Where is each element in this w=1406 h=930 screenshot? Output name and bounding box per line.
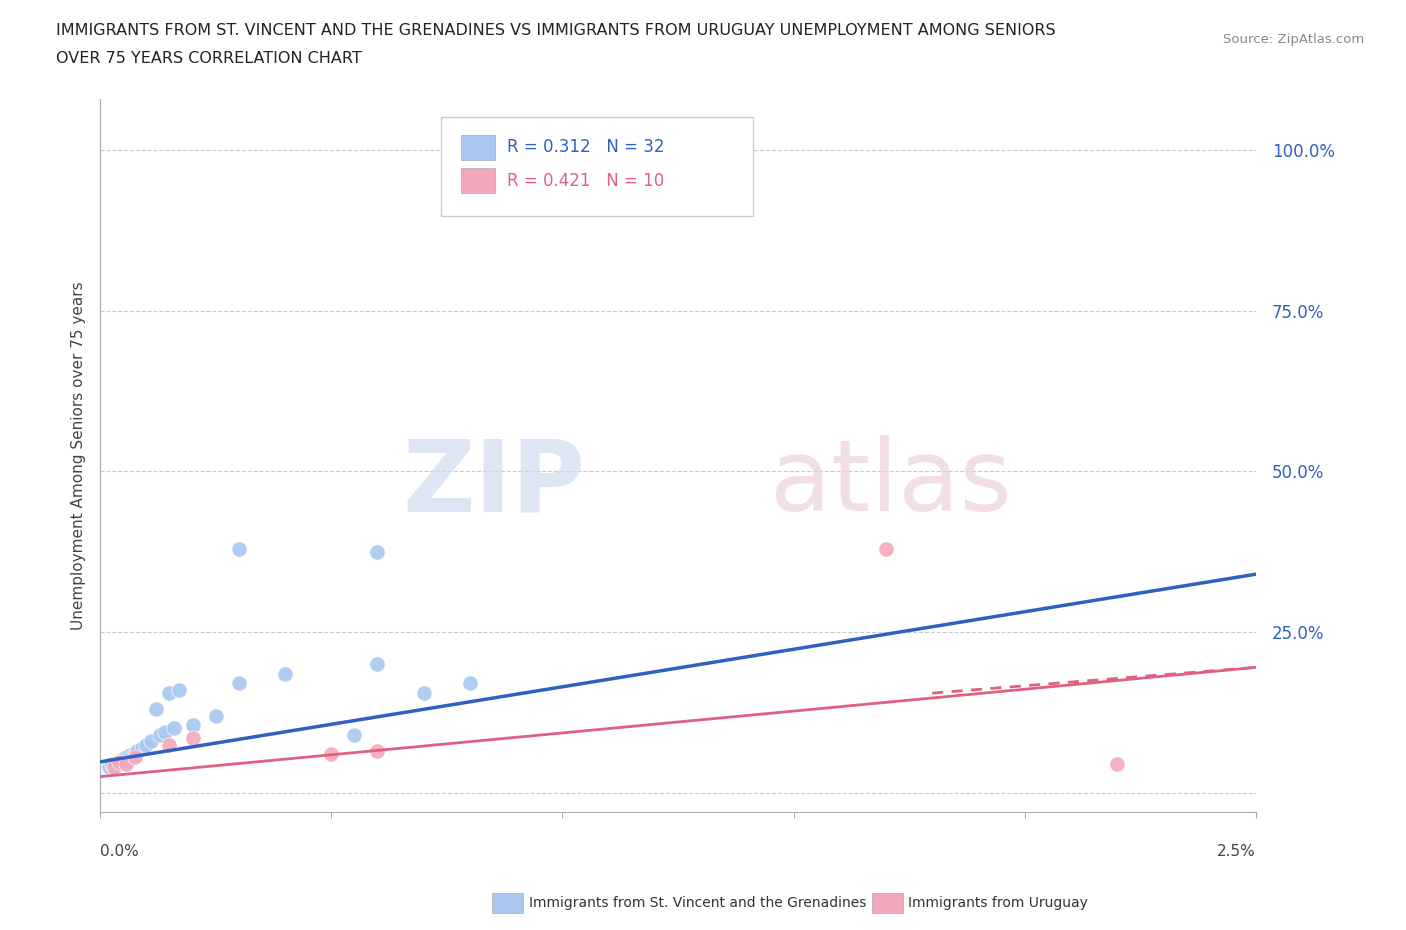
Text: Immigrants from St. Vincent and the Grenadines: Immigrants from St. Vincent and the Gren…	[529, 896, 866, 910]
Point	[875, 541, 897, 556]
Point	[145, 702, 167, 717]
Point	[1107, 756, 1129, 771]
Point	[135, 737, 157, 752]
Point	[149, 727, 172, 742]
Point	[458, 676, 481, 691]
Point	[110, 753, 132, 768]
Point	[107, 754, 129, 769]
Text: OVER 75 YEARS CORRELATION CHART: OVER 75 YEARS CORRELATION CHART	[56, 51, 361, 66]
Point	[124, 747, 146, 762]
Point	[112, 751, 135, 766]
Text: atlas: atlas	[770, 435, 1012, 532]
Point	[159, 737, 181, 752]
Point	[181, 718, 204, 733]
Point	[228, 541, 250, 556]
Point	[204, 708, 226, 723]
Point	[167, 683, 190, 698]
Point	[100, 756, 122, 771]
Point	[120, 748, 142, 763]
Text: 2.5%: 2.5%	[1218, 844, 1256, 859]
Point	[139, 734, 162, 749]
Text: 0.0%: 0.0%	[100, 844, 139, 859]
Point	[103, 761, 125, 776]
Point	[366, 743, 388, 758]
Point	[159, 685, 181, 700]
Point	[121, 750, 143, 764]
Bar	[461, 168, 495, 193]
Text: ZIP: ZIP	[402, 435, 585, 532]
Point	[107, 754, 129, 769]
Point	[131, 740, 153, 755]
Point	[117, 753, 139, 768]
Point	[274, 667, 297, 682]
Point	[321, 747, 343, 762]
FancyBboxPatch shape	[441, 116, 754, 217]
Point	[124, 750, 146, 764]
Text: Immigrants from Uruguay: Immigrants from Uruguay	[908, 896, 1088, 910]
Y-axis label: Unemployment Among Seniors over 75 years: Unemployment Among Seniors over 75 years	[72, 281, 86, 630]
Point	[103, 760, 125, 775]
Point	[366, 544, 388, 559]
Text: R = 0.421   N = 10: R = 0.421 N = 10	[508, 172, 664, 190]
Point	[366, 657, 388, 671]
Point	[98, 760, 121, 775]
Text: R = 0.312   N = 32: R = 0.312 N = 32	[508, 139, 665, 156]
Point	[412, 685, 434, 700]
Point	[127, 743, 149, 758]
Point	[228, 676, 250, 691]
Point	[105, 758, 128, 773]
Point	[181, 731, 204, 746]
Text: IMMIGRANTS FROM ST. VINCENT AND THE GRENADINES VS IMMIGRANTS FROM URUGUAY UNEMPL: IMMIGRANTS FROM ST. VINCENT AND THE GREN…	[56, 23, 1056, 38]
Text: Source: ZipAtlas.com: Source: ZipAtlas.com	[1223, 33, 1364, 46]
Bar	[461, 135, 495, 160]
Point	[343, 727, 366, 742]
Point	[153, 724, 176, 739]
Point	[114, 756, 136, 771]
Point	[163, 721, 186, 736]
Point	[114, 750, 136, 764]
